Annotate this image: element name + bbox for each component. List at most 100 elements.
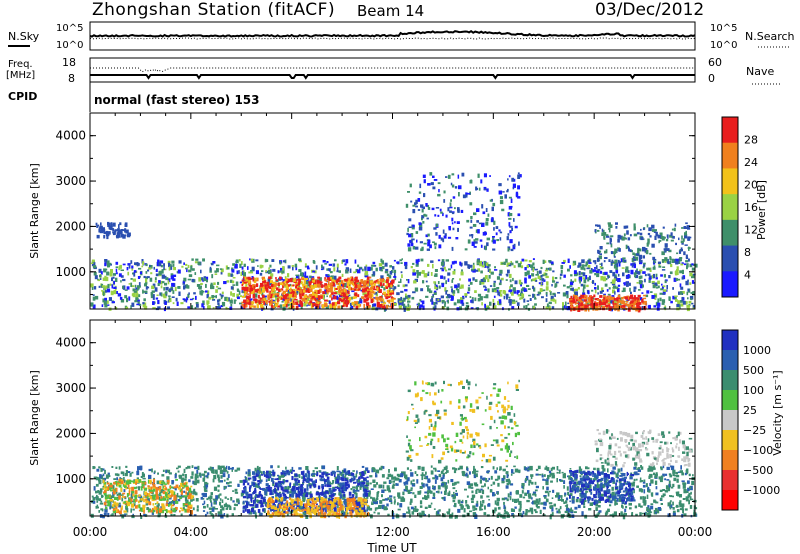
data-cell	[405, 295, 409, 299]
data-cell	[136, 477, 139, 481]
nave-label: Nave	[746, 65, 774, 78]
data-cell	[556, 510, 559, 514]
data-cell	[501, 497, 506, 501]
data-cell	[411, 511, 415, 515]
data-cell	[629, 294, 634, 298]
data-cell	[444, 487, 447, 492]
data-cell	[299, 289, 303, 294]
data-cell	[678, 250, 682, 254]
data-cell	[540, 502, 543, 505]
data-cell	[119, 492, 122, 496]
data-cell	[626, 283, 629, 287]
data-cell	[527, 264, 531, 267]
colorbar-tick-label: 20	[744, 179, 758, 192]
data-cell	[683, 513, 687, 516]
data-cell	[171, 260, 175, 264]
data-cell	[187, 306, 190, 309]
data-cell	[482, 477, 486, 481]
data-cell	[295, 265, 298, 271]
data-cell	[379, 500, 383, 504]
data-cell	[376, 297, 379, 302]
data-cell	[613, 511, 617, 516]
data-cell	[199, 290, 202, 295]
data-cell	[443, 235, 447, 239]
data-cell	[610, 301, 613, 304]
data-cell	[570, 295, 573, 299]
data-cell	[609, 514, 613, 517]
data-cell	[158, 280, 161, 282]
data-cell	[475, 489, 478, 494]
data-cell	[403, 483, 406, 486]
data-cell	[312, 279, 316, 283]
data-cell	[255, 277, 258, 281]
data-cell	[519, 494, 523, 498]
data-cell	[406, 477, 410, 482]
data-cell	[423, 242, 427, 245]
data-cell	[321, 304, 325, 309]
data-cell	[236, 270, 239, 275]
data-cell	[469, 281, 473, 285]
data-cell	[115, 291, 118, 294]
data-cell	[117, 228, 120, 232]
data-cell	[226, 297, 229, 302]
data-cell	[235, 259, 239, 264]
data-cell	[511, 291, 514, 296]
data-cell	[401, 302, 404, 306]
data-cell	[613, 256, 616, 258]
data-cell	[693, 509, 696, 514]
data-cell	[634, 505, 638, 509]
data-cell	[95, 222, 98, 226]
data-cell	[338, 289, 342, 293]
data-cell	[264, 284, 268, 287]
data-cell	[400, 474, 404, 478]
data-cell	[325, 291, 329, 295]
data-cell	[606, 495, 610, 498]
data-cell	[307, 473, 311, 477]
data-cell	[617, 307, 620, 312]
data-cell	[574, 506, 578, 510]
data-cell	[111, 495, 115, 498]
data-cell	[372, 497, 376, 502]
data-cell	[662, 226, 665, 229]
data-cell	[481, 282, 485, 285]
data-cell	[465, 500, 468, 504]
data-cell	[329, 304, 333, 308]
data-cell	[676, 509, 680, 513]
data-cell	[337, 305, 340, 309]
data-cell	[639, 259, 643, 264]
data-cell	[201, 473, 206, 476]
data-cell	[567, 302, 569, 305]
data-cell	[484, 286, 487, 289]
data-cell	[291, 291, 294, 293]
data-cell	[301, 281, 304, 284]
data-cell	[388, 490, 391, 493]
data-cell	[473, 514, 476, 517]
data-cell	[232, 490, 235, 492]
data-cell	[310, 491, 312, 495]
data-cell	[404, 289, 408, 292]
data-cell	[599, 299, 601, 303]
data-cell	[520, 513, 524, 518]
data-cell	[689, 282, 692, 285]
data-cell	[311, 286, 315, 289]
data-cell	[432, 477, 435, 480]
data-cell	[387, 283, 390, 288]
data-cell	[549, 261, 552, 264]
data-cell	[133, 272, 136, 277]
data-cell	[298, 467, 302, 470]
data-cell	[143, 513, 146, 517]
data-cell	[388, 275, 392, 279]
data-cell	[405, 480, 409, 485]
data-cell	[282, 294, 286, 299]
data-cell	[348, 296, 352, 301]
data-cell	[577, 287, 580, 290]
data-cell	[246, 299, 250, 303]
data-cell	[673, 277, 677, 282]
data-cell	[491, 288, 495, 293]
data-cell	[243, 301, 246, 305]
data-cell	[434, 290, 437, 293]
data-cell	[412, 204, 416, 207]
data-cell	[130, 278, 133, 280]
data-cell	[583, 501, 586, 506]
data-cell	[250, 298, 253, 301]
